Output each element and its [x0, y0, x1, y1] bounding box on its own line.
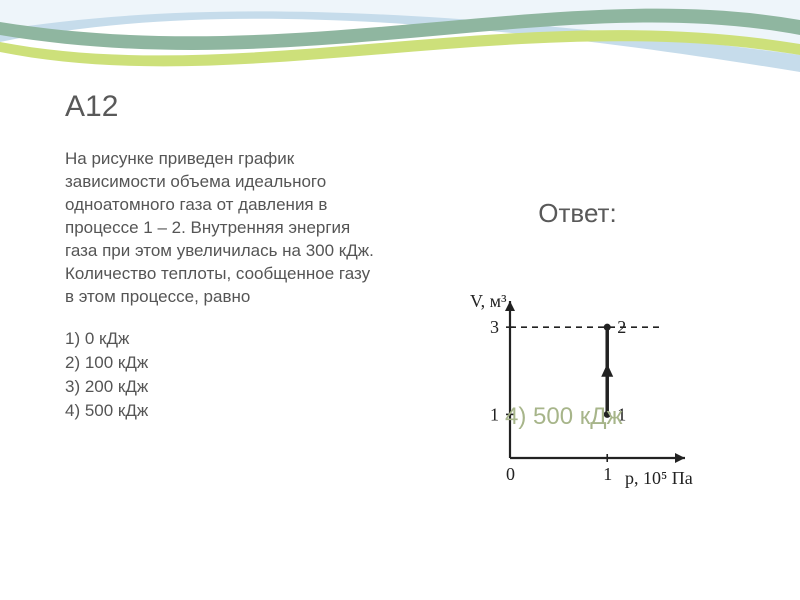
answer-label: Ответ: [395, 198, 760, 229]
svg-text:V, м³: V, м³ [470, 291, 507, 311]
right-column: Ответ: V, м³p, 10⁵ Па011312 4) 500 кДж [395, 148, 760, 425]
content-area: А12 На рисунке приведен график зависимос… [0, 0, 800, 600]
question-text: На рисунке приведен график зависимости о… [65, 148, 375, 309]
svg-text:1: 1 [603, 464, 612, 484]
slide: А12 На рисунке приведен график зависимос… [0, 0, 800, 600]
option-2: 2) 100 кДж [65, 353, 375, 373]
chart-svg: V, м³p, 10⁵ Па011312 [455, 283, 715, 493]
svg-text:0: 0 [506, 464, 515, 484]
answer-value: 4) 500 кДж [505, 403, 623, 431]
chart-vp-graph: V, м³p, 10⁵ Па011312 [455, 283, 715, 493]
svg-text:3: 3 [490, 317, 499, 337]
option-3: 3) 200 кДж [65, 377, 375, 397]
question-heading: А12 [65, 90, 760, 124]
left-column: На рисунке приведен график зависимости о… [65, 148, 375, 425]
svg-text:2: 2 [617, 317, 626, 337]
option-1: 1) 0 кДж [65, 329, 375, 349]
svg-text:1: 1 [490, 404, 499, 424]
option-4: 4) 500 кДж [65, 401, 375, 421]
svg-text:p, 10⁵ Па: p, 10⁵ Па [625, 468, 693, 488]
columns: На рисунке приведен график зависимости о… [65, 148, 760, 425]
